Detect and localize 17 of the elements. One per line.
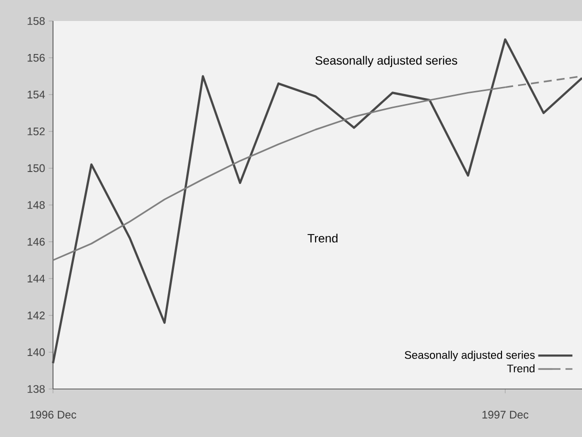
legend-label: Seasonally adjusted series <box>404 350 535 362</box>
y-tick-label: 158 <box>28 17 45 25</box>
y-tick-label: 150 <box>28 164 45 172</box>
legend-label: Trend <box>507 364 534 372</box>
y-tick-label: 156 <box>28 54 45 62</box>
y-tick-label: 154 <box>28 90 45 98</box>
y-tick-label: 140 <box>28 348 45 356</box>
y-tick-label: 152 <box>28 128 45 136</box>
annotation: Trend <box>308 234 338 243</box>
y-tick-label: 142 <box>28 312 45 320</box>
x-tick-label: 1996 Dec <box>30 410 76 419</box>
y-tick-label: 144 <box>28 274 45 282</box>
x-tick-label: 1997 Dec <box>482 410 528 419</box>
annotation: Seasonally adjusted series <box>315 56 458 68</box>
y-tick-label: 138 <box>28 385 45 393</box>
y-tick-label: 148 <box>28 201 45 209</box>
y-tick-label: 146 <box>28 238 45 246</box>
